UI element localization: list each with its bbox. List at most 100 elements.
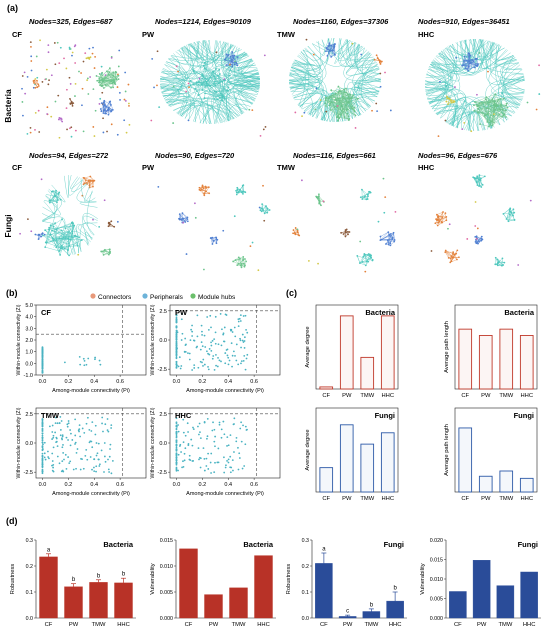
zipi-point [233, 417, 236, 420]
network-node [357, 97, 359, 100]
network-node [100, 250, 103, 253]
zipi-point [203, 363, 206, 366]
network-bacteria-cf [21, 39, 131, 139]
zipi-point [201, 334, 203, 336]
zipi-point [244, 443, 247, 446]
network-node [445, 215, 448, 218]
zipi-point [239, 320, 242, 322]
zipi-point [82, 467, 85, 470]
network-node [505, 116, 507, 118]
network-node [505, 218, 508, 220]
zipi-point [213, 471, 216, 474]
network-node [366, 193, 369, 196]
network-node [197, 84, 200, 86]
network-node [384, 71, 386, 74]
network-node [294, 231, 296, 234]
zipi-point [233, 326, 236, 329]
network-edge [469, 105, 519, 132]
zipi-point [175, 354, 178, 356]
network-node [69, 127, 71, 130]
network-node [446, 97, 449, 100]
network-node [242, 255, 245, 258]
network-node [265, 205, 267, 207]
network-node [476, 105, 479, 108]
network-node [476, 184, 479, 187]
network-node [125, 131, 128, 134]
network-edge [508, 212, 512, 222]
network-node [110, 56, 113, 59]
network-group-fungi-tmw: TMW [277, 163, 296, 172]
zipi-point [212, 421, 214, 424]
zipi-point [175, 454, 178, 457]
network-node [364, 264, 367, 267]
network-node [61, 218, 64, 221]
network-node [103, 99, 106, 102]
network-node [34, 78, 37, 80]
zipi-point [100, 449, 103, 452]
network-node [266, 211, 269, 214]
network-node [86, 77, 89, 80]
network-node [327, 45, 329, 47]
zipi-point [67, 456, 70, 458]
zipi-point [51, 452, 54, 455]
network-node [474, 201, 477, 203]
bar-tint [520, 478, 534, 492]
network-node [219, 73, 221, 75]
zipi-point [220, 428, 223, 431]
zipi-point [175, 314, 178, 317]
network-node [46, 106, 49, 109]
zipi-point [41, 434, 44, 437]
network-node [101, 78, 104, 81]
bar-tint [479, 335, 493, 389]
network-edge [484, 97, 487, 117]
network-edge [435, 216, 447, 224]
network-edge [294, 59, 310, 109]
network-edge [503, 88, 525, 113]
network-node [103, 199, 106, 202]
zipi-point [182, 460, 184, 463]
network-node [201, 77, 204, 80]
network-node [49, 224, 52, 227]
bar-cf [179, 548, 198, 619]
zipi-point [44, 458, 47, 461]
zipi-point [214, 315, 217, 318]
network-node [102, 101, 105, 104]
network-edge [351, 84, 381, 119]
network-node [156, 84, 158, 87]
network-edge [292, 61, 315, 66]
network-edge [160, 82, 191, 121]
network-node [112, 86, 115, 89]
bar-pw [338, 616, 357, 619]
network-node [201, 184, 204, 187]
zipi-point [72, 468, 75, 471]
y-tick-label: 2.5 [159, 309, 167, 315]
network-edge [198, 85, 216, 96]
zipi-point [41, 349, 44, 352]
network-node [189, 84, 192, 87]
zipi-point [209, 314, 212, 317]
network-node [215, 91, 218, 93]
network-node [128, 123, 131, 126]
network-node [441, 221, 443, 223]
network-node [475, 238, 478, 240]
x-tick-label: 0.2 [65, 482, 73, 488]
network-edge [289, 87, 327, 115]
zipi-point [207, 468, 210, 470]
zipi-point [62, 444, 64, 446]
chart-ylabel: Robustness [10, 564, 16, 595]
network-node [201, 88, 204, 91]
network-node [480, 101, 483, 103]
network-node [107, 73, 110, 76]
network-node [227, 86, 230, 89]
network-node [203, 61, 206, 64]
network-node [187, 119, 190, 122]
network-edge [195, 41, 238, 60]
zipi-point [227, 356, 230, 359]
network-node [442, 211, 444, 213]
zipi-point [245, 357, 248, 360]
network-edge [50, 199, 58, 201]
zipi-point [86, 458, 89, 461]
network-edge [51, 222, 72, 231]
network-edge [488, 57, 521, 106]
